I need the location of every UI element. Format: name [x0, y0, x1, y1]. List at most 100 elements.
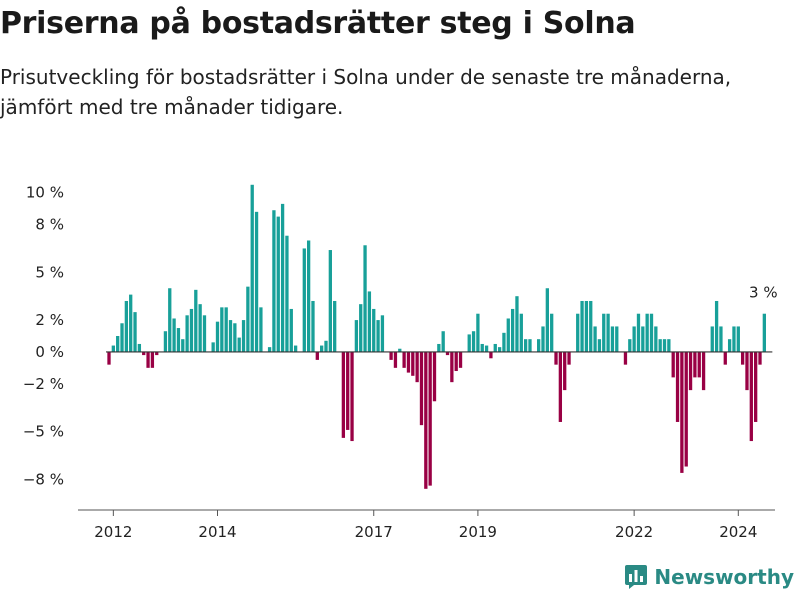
bar — [354, 320, 359, 352]
bar — [237, 337, 241, 352]
bar — [163, 331, 168, 352]
bar — [550, 313, 554, 352]
bar — [480, 343, 484, 352]
y-tick-label: −8 % — [23, 470, 64, 488]
bar — [215, 321, 220, 352]
bar — [675, 351, 680, 422]
bar — [228, 320, 233, 352]
bar — [276, 216, 280, 352]
bar — [129, 294, 133, 352]
bar — [749, 351, 753, 442]
bar — [363, 245, 367, 352]
bar — [567, 351, 571, 365]
bar — [289, 308, 293, 352]
bar — [602, 313, 606, 352]
bar — [523, 339, 528, 352]
bar — [658, 339, 662, 352]
bar — [411, 351, 415, 376]
bar — [632, 326, 636, 352]
bar — [155, 351, 159, 356]
bar — [471, 331, 476, 352]
bar — [328, 250, 332, 352]
chart-title: Priserna på bostadsrätter steg i Solna — [0, 6, 636, 41]
bar — [510, 308, 515, 352]
bar — [489, 351, 493, 359]
bar — [697, 351, 701, 378]
bar — [246, 286, 250, 352]
bar — [333, 300, 337, 352]
bar — [545, 288, 549, 352]
bar-chart-logo-icon — [625, 565, 648, 589]
bar — [467, 334, 471, 352]
chart-subtitle: Prisutveckling för bostadsrätter i Solna… — [0, 65, 732, 119]
bar — [458, 351, 463, 368]
bar — [398, 348, 402, 352]
x-tick-label: 2017 — [355, 523, 393, 541]
bar — [688, 351, 693, 391]
bar — [701, 351, 706, 391]
bar — [146, 351, 150, 368]
bar — [506, 318, 510, 352]
bar — [254, 211, 259, 352]
bar — [593, 326, 597, 352]
y-tick-label: 10 % — [26, 184, 64, 202]
bar — [176, 328, 181, 352]
bar — [597, 339, 602, 352]
bar — [558, 351, 563, 422]
bar — [584, 300, 589, 352]
bar — [220, 307, 224, 352]
bar — [185, 315, 189, 352]
bar — [393, 351, 398, 368]
bar — [341, 351, 346, 438]
bar — [684, 351, 688, 467]
bar — [359, 304, 363, 352]
bar — [142, 351, 146, 356]
bar — [233, 323, 237, 352]
bar — [740, 351, 745, 365]
bar — [306, 240, 311, 352]
bar — [754, 351, 758, 422]
bar — [610, 326, 615, 352]
bar — [189, 308, 194, 352]
bar — [441, 331, 445, 352]
bar — [641, 326, 645, 352]
bar — [181, 339, 185, 352]
bar — [432, 351, 437, 402]
bar — [450, 351, 454, 383]
bar — [259, 307, 263, 352]
bar — [714, 300, 719, 352]
bar — [589, 300, 593, 352]
bar — [107, 351, 111, 365]
brand-name: Newsworthy — [654, 565, 794, 589]
bar — [428, 351, 432, 486]
bar — [615, 326, 619, 352]
y-tick-label: −2 % — [23, 375, 64, 393]
bar — [211, 342, 215, 352]
bar — [606, 313, 610, 352]
bar — [202, 315, 207, 352]
bar — [693, 351, 697, 378]
bar — [680, 351, 684, 473]
bar — [554, 351, 558, 365]
bar — [324, 340, 328, 352]
bar — [419, 351, 424, 426]
x-tick-label: 2022 — [615, 523, 653, 541]
bar — [649, 313, 654, 352]
bar — [484, 345, 489, 352]
bar — [406, 351, 411, 373]
bar — [727, 339, 732, 352]
bar — [137, 343, 142, 352]
bar — [580, 300, 584, 352]
bar — [350, 351, 354, 442]
bar — [372, 308, 376, 352]
bar — [224, 307, 228, 352]
x-tick-label: 2012 — [94, 523, 132, 541]
x-axis-ticks: 2012 2014 2017 2019 2022 2024 — [94, 510, 757, 541]
bar — [389, 351, 393, 360]
bar — [198, 304, 202, 352]
bar — [541, 326, 545, 352]
bar — [723, 351, 727, 365]
bar — [454, 351, 458, 372]
y-tick-label: 5 % — [35, 263, 64, 281]
bar — [437, 343, 441, 352]
